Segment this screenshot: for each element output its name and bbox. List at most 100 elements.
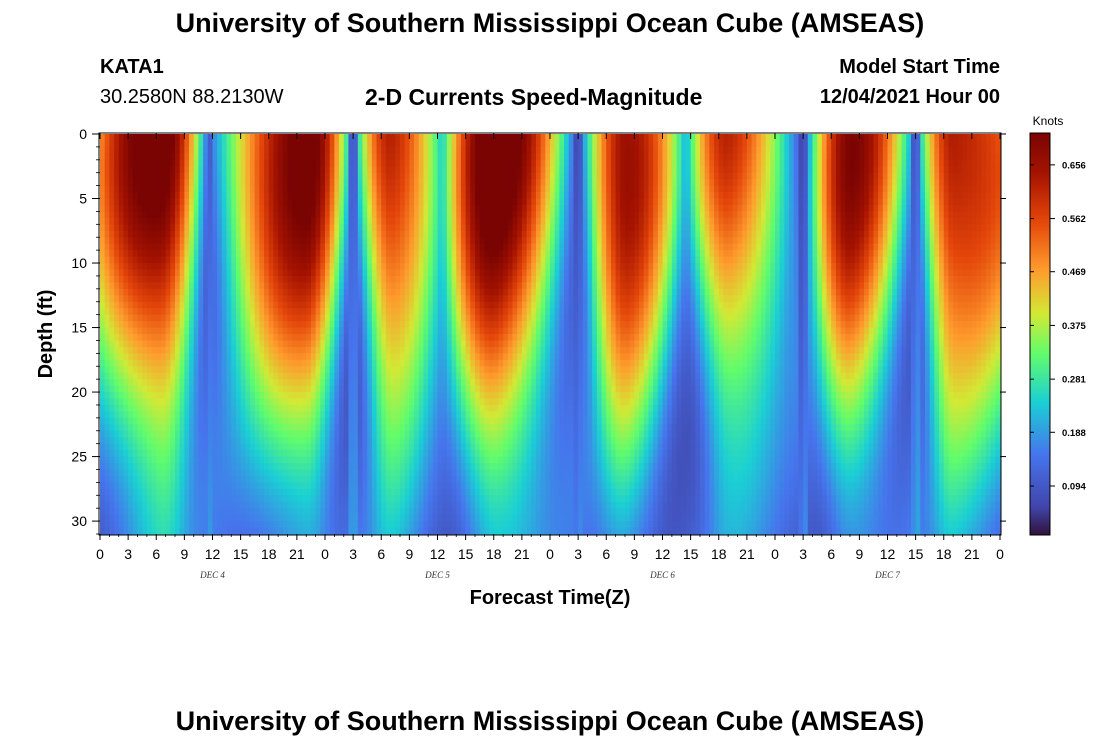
heatmap-cell [160,424,167,432]
heatmap-cell [100,134,106,142]
heatmap-cell [418,475,425,483]
heatmap-cell [282,192,289,200]
heatmap-cell [151,514,157,522]
heatmap-cell [118,372,125,380]
heatmap-cell [371,475,378,483]
heatmap-cell [226,230,232,238]
heatmap-cell [151,488,157,496]
heatmap-cell [292,346,298,354]
heatmap-cell [221,237,228,245]
heatmap-cell [475,198,481,206]
heatmap-cell [301,237,307,245]
heatmap-cell [367,295,373,303]
heatmap-cell [301,211,307,219]
heatmap-cell [339,230,345,238]
heatmap-cell [193,501,200,509]
heatmap-cell [371,211,378,219]
heatmap-cell [400,301,406,309]
heatmap-cell [273,179,279,187]
heatmap-cell [146,404,153,413]
heatmap-cell [357,430,364,438]
heatmap-cell [470,140,476,148]
heatmap-cell [456,204,462,213]
heatmap-cell [404,353,410,361]
heatmap-cell [278,463,284,471]
heatmap-cell [254,450,260,458]
heatmap-cell [151,172,157,180]
heatmap-cell [329,263,335,271]
heatmap-cell [132,456,139,464]
heatmap-cell [362,456,368,464]
heatmap-cell [165,301,171,309]
heatmap-cell [437,256,443,264]
heatmap-cell [418,224,425,232]
heatmap-cell [165,327,171,335]
heatmap-cell [264,392,270,400]
heatmap-cell [221,372,228,380]
heatmap-cell [451,450,457,458]
heatmap-cell [189,482,195,490]
heatmap-cell [128,398,134,406]
heatmap-cell [409,166,415,174]
heatmap-cell [165,430,171,438]
heatmap-cell [193,146,200,154]
heatmap-cell [296,166,303,174]
heatmap-cell [357,185,364,193]
heatmap-cell [334,314,340,322]
heatmap-cell [109,392,115,400]
heatmap-cell [306,269,312,277]
heatmap-cell [301,146,307,154]
heatmap-cell [381,521,387,529]
heatmap-cell [245,366,251,374]
heatmap-cell [264,237,270,245]
heatmap-cell [175,501,181,509]
heatmap-cell [362,282,368,290]
heatmap-cell [259,385,265,393]
heatmap-cell [151,469,157,477]
heatmap-cell [109,179,115,187]
heatmap-cell [329,398,335,406]
heatmap-cell [353,437,359,445]
heatmap-cell [198,263,204,271]
heatmap-cell [156,334,162,342]
heatmap-cell [151,398,157,406]
heatmap-cell [193,411,200,419]
heatmap-cell [432,301,439,309]
heatmap-cell [339,463,345,471]
heatmap-cell [268,198,275,206]
heatmap-cell [310,392,317,400]
heatmap-cell [470,295,476,303]
heatmap-cell [353,204,359,213]
heatmap-cell [282,456,289,464]
heatmap-cell [329,385,335,393]
heatmap-cell [217,146,223,154]
heatmap-cell [301,392,307,400]
heatmap-cell [301,314,307,322]
heatmap-cell [184,482,190,490]
heatmap-cell [343,301,350,309]
heatmap-cell [282,334,289,342]
heatmap-cell [179,269,185,277]
heatmap-cell [423,217,429,225]
heatmap-cell [217,450,223,458]
heatmap-cell [198,288,204,296]
heatmap-cell [104,514,110,522]
heatmap-cell [418,269,425,277]
heatmap-cell [109,475,115,483]
heatmap-cell [160,514,167,522]
heatmap-cell [470,275,476,283]
heatmap-cell [104,295,110,303]
heatmap-cell [170,211,176,219]
heatmap-cell [160,237,167,245]
heatmap-cell [437,475,443,483]
heatmap-cell [353,198,359,206]
heatmap-cell [451,488,457,496]
heatmap-cell [151,482,157,490]
heatmap-cell [100,495,106,503]
heatmap-cell [264,437,270,445]
heatmap-cell [343,488,350,496]
heatmap-cell [245,392,251,400]
heatmap-cell [250,514,256,522]
heatmap-cell [296,527,303,535]
heatmap-cell [301,263,307,271]
